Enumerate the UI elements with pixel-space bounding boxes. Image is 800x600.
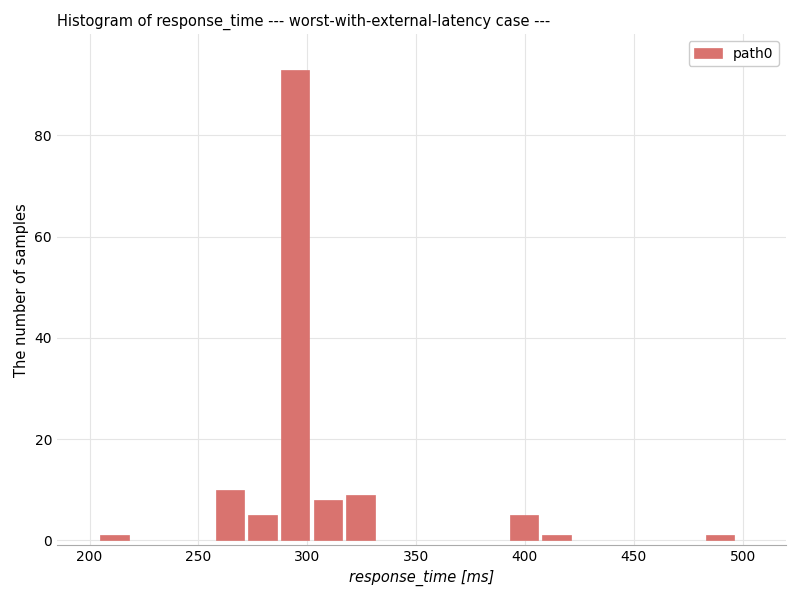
Bar (346, 495, 374, 541)
Legend: path0: path0 (689, 41, 779, 66)
Y-axis label: The number of samples: The number of samples (14, 203, 29, 377)
Bar (706, 535, 734, 541)
Bar (249, 515, 277, 541)
Text: Histogram of response_time --- worst-with-external-latency case ---: Histogram of response_time --- worst-wit… (57, 14, 550, 30)
Bar (510, 515, 538, 541)
Bar (281, 70, 310, 541)
Bar (101, 535, 129, 541)
X-axis label: response_time [ms]: response_time [ms] (349, 570, 494, 586)
Bar (216, 490, 244, 541)
Bar (314, 500, 342, 541)
Bar (542, 535, 570, 541)
